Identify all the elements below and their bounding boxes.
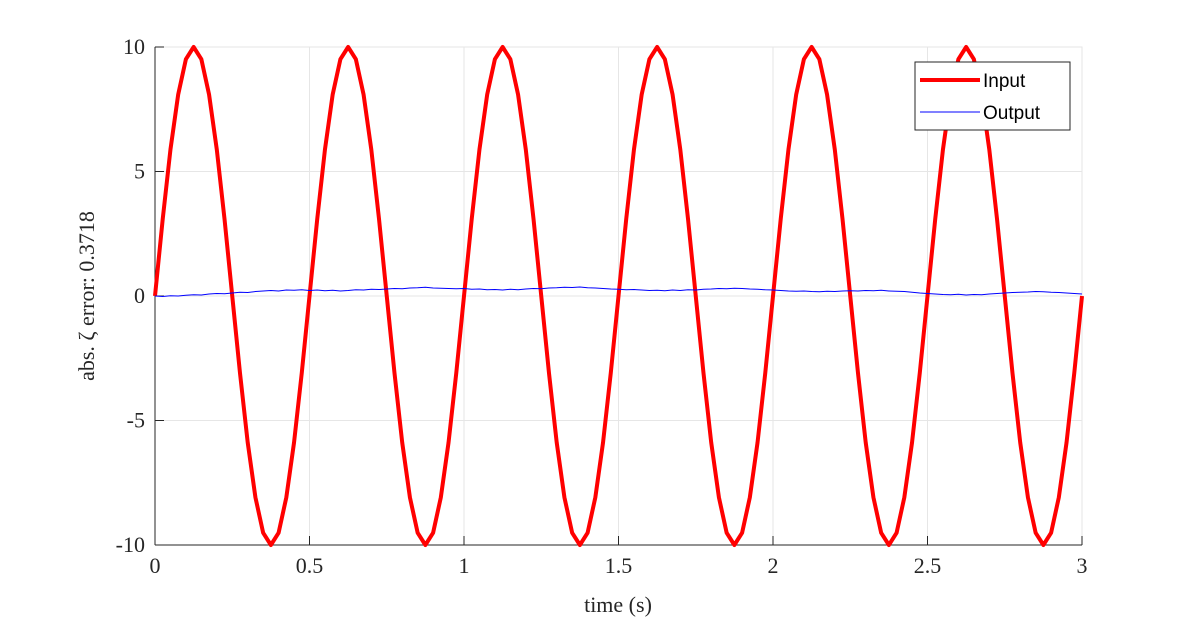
x-axis-label: time (s) (584, 592, 652, 617)
legend-label: Output (983, 103, 1041, 124)
legend: Input Output (914, 61, 1071, 131)
x-tick-label: 1.5 (605, 553, 633, 578)
y-tick-label: 10 (123, 34, 145, 59)
legend-label: Input (983, 71, 1026, 92)
x-tick-label: 0 (150, 553, 161, 578)
x-tick-label: 2.5 (914, 553, 942, 578)
x-tick-label: 3 (1077, 553, 1088, 578)
data-line (153, 45, 1084, 547)
y-tick-label: -10 (116, 532, 145, 557)
y-tick-label: -5 (127, 408, 145, 433)
legend-box (914, 61, 1071, 131)
data-line (154, 286, 1083, 297)
y-axis-label: abs. ζ error: 0.3718 (74, 211, 99, 381)
x-tick-label: 2 (768, 553, 779, 578)
y-tick-label: 5 (134, 159, 145, 184)
y-tick-label: 0 (134, 283, 145, 308)
x-tick-label: 1 (459, 553, 470, 578)
x-tick-label: 0.5 (296, 553, 324, 578)
